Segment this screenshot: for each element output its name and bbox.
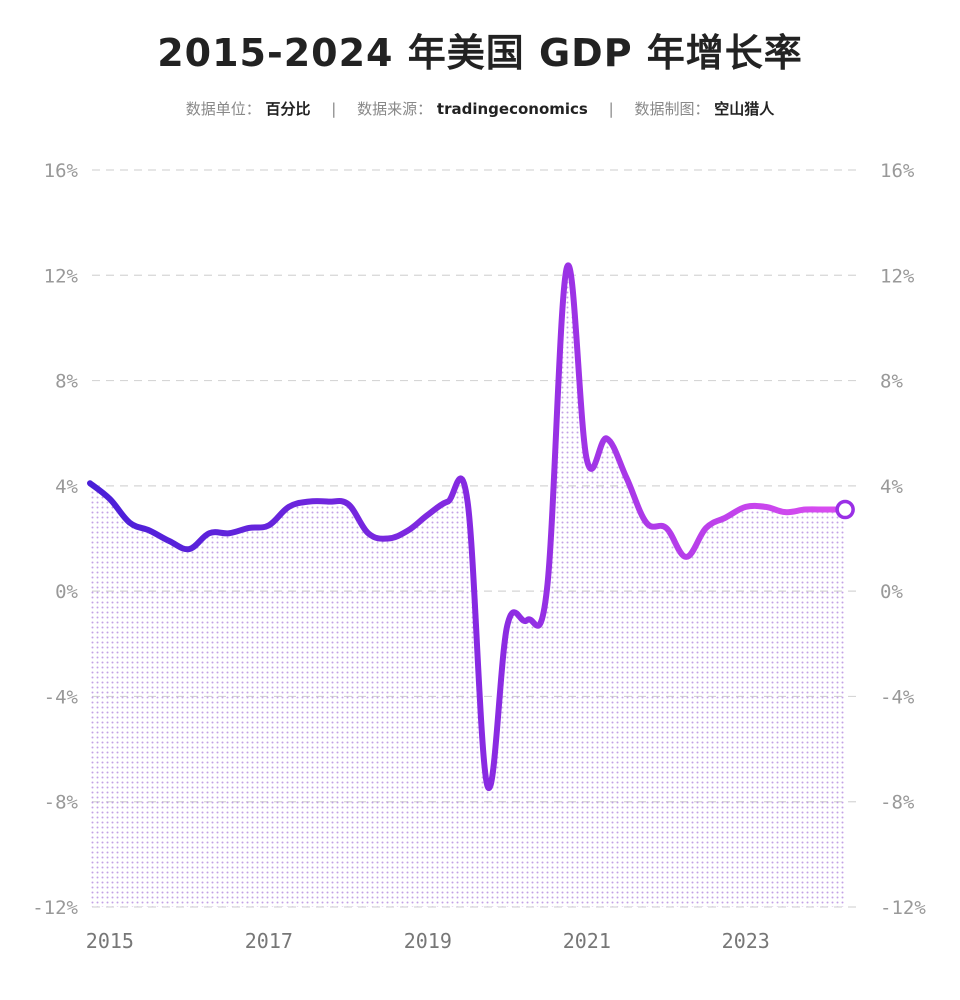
series-line xyxy=(87,262,849,792)
author-label: 数据制图： xyxy=(634,100,710,118)
y-tick-right-5: -4% xyxy=(880,686,915,708)
y-tick-left-2: 8% xyxy=(55,371,78,393)
area-dots xyxy=(90,265,846,908)
unit-value: 百分比 xyxy=(265,100,311,118)
y-tick-right-2: 8% xyxy=(880,371,903,393)
author-value: 空山猎人 xyxy=(714,100,775,118)
end-point-marker xyxy=(835,499,855,520)
area-fill xyxy=(90,265,846,908)
x-tick-0: 2015 xyxy=(86,929,134,953)
left-y-axis: 16% 12% 8% 4% 0% -4% -8% -12% xyxy=(32,160,78,919)
y-tick-right-4: 0% xyxy=(880,581,903,603)
x-tick-1: 2017 xyxy=(245,929,293,953)
right-y-axis: 16% 12% 8% 4% 0% -4% -8% -12% xyxy=(880,160,926,919)
source-label: 数据来源： xyxy=(357,100,433,118)
chart-title: 2015-2024 年美国 GDP 年增长率 xyxy=(157,31,803,75)
unit-label: 数据单位： xyxy=(185,100,261,118)
x-tick-4: 2023 xyxy=(722,929,770,953)
y-tick-left-6: -8% xyxy=(44,792,79,814)
meta-separator-2: | xyxy=(608,100,614,118)
meta-separator-1: | xyxy=(331,100,337,118)
chart-meta-line: 数据单位： 百分比 | 数据来源： tradingeconomics | 数据制… xyxy=(0,98,960,119)
y-tick-left-7: -12% xyxy=(32,897,78,919)
y-tick-right-6: -8% xyxy=(880,792,915,814)
y-tick-left-0: 16% xyxy=(44,160,79,182)
series-line-layer xyxy=(87,262,855,792)
y-tick-right-0: 16% xyxy=(880,160,915,182)
x-tick-3: 2021 xyxy=(563,929,611,953)
y-tick-left-4: 0% xyxy=(55,581,78,603)
x-axis: 2015 2017 2019 2021 2023 xyxy=(86,929,770,953)
y-tick-left-3: 4% xyxy=(55,476,78,498)
y-tick-right-7: -12% xyxy=(880,897,926,919)
y-tick-right-1: 12% xyxy=(880,265,915,287)
x-tick-2: 2019 xyxy=(404,929,452,953)
y-tick-left-5: -4% xyxy=(44,686,79,708)
y-tick-left-1: 12% xyxy=(44,265,79,287)
source-value: tradingeconomics xyxy=(436,100,588,118)
y-tick-right-3: 4% xyxy=(880,476,903,498)
